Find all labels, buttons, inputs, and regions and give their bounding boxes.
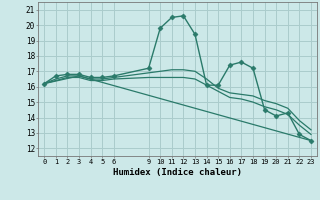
X-axis label: Humidex (Indice chaleur): Humidex (Indice chaleur) (113, 168, 242, 177)
